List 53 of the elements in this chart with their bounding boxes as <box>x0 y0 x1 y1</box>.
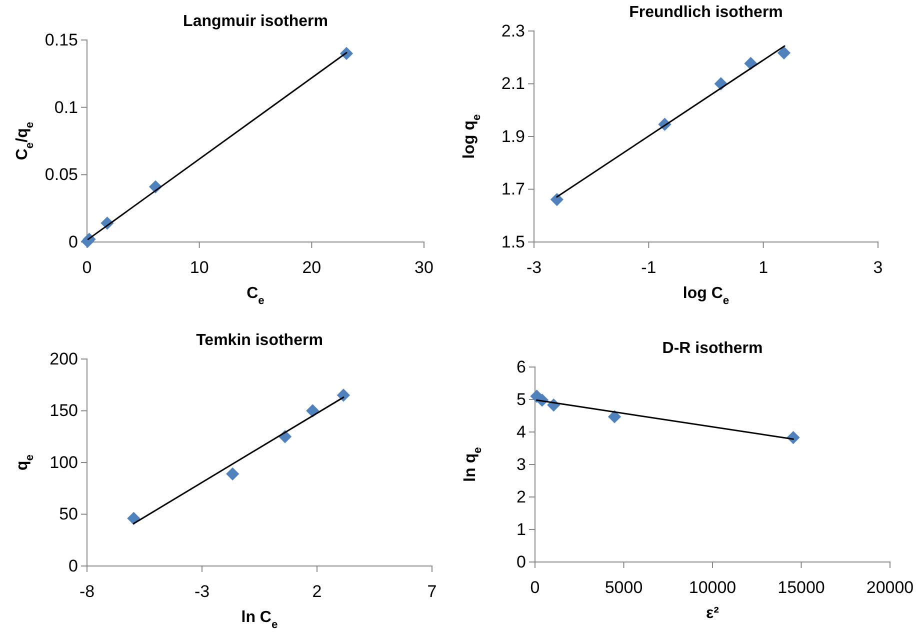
x-tick-label: 0 <box>82 258 92 278</box>
chart-title: D-R isotherm <box>662 340 763 357</box>
chart-title: Temkin isotherm <box>196 332 323 349</box>
x-axis-title: ε² <box>706 605 719 622</box>
y-tick-label: 2.3 <box>501 21 525 40</box>
y-tick-label: 150 <box>50 401 78 420</box>
x-axis-title: ln C$_{e}$ <box>241 609 278 631</box>
y-tick-label: 0 <box>68 232 78 252</box>
y-tick-label: 5 <box>516 390 526 409</box>
y-tick-label: 0.15 <box>44 30 78 50</box>
y-tick-label: 200 <box>50 349 78 368</box>
point <box>550 192 564 206</box>
x-tick-label: 3 <box>873 258 883 278</box>
y-tick-label: 0.1 <box>54 98 78 117</box>
x-tick-label: 10000 <box>688 578 736 598</box>
x-tick-label: 20 <box>302 258 322 278</box>
point <box>608 410 622 424</box>
point <box>306 404 320 418</box>
x-tick-label: 10 <box>190 258 209 278</box>
y-tick-label: 2 <box>516 487 526 506</box>
x-axis-title: C$_{e}$ <box>246 285 264 307</box>
y-tick-label: 2.1 <box>501 74 525 94</box>
y-tick-label: 0 <box>516 552 526 572</box>
y-tick-label: 1.7 <box>501 180 525 199</box>
point <box>127 512 140 525</box>
y-tick-label: 50 <box>59 504 78 524</box>
y-tick-label: 100 <box>50 452 78 472</box>
y-tick-label: 1.5 <box>501 232 525 252</box>
x-axis-title: log C$_{e}$ <box>682 285 730 307</box>
x-tick-label: 30 <box>414 258 434 278</box>
y-tick-label: 4 <box>516 422 526 442</box>
x-tick-label: 5000 <box>604 578 643 598</box>
y-tick-label: 1.9 <box>501 126 525 146</box>
x-tick-label: 2 <box>312 582 322 602</box>
x-tick-label: 1 <box>758 258 768 278</box>
y-tick-label: 0.05 <box>44 165 78 184</box>
x-tick-label: 15000 <box>778 578 825 598</box>
point <box>777 46 791 60</box>
x-tick-label: 20000 <box>866 578 914 598</box>
x-tick-label: -3 <box>194 582 210 602</box>
point <box>226 467 240 480</box>
x-tick-label: -8 <box>79 582 95 602</box>
x-tick-label: 7 <box>427 582 437 602</box>
y-tick-label: 3 <box>516 454 526 474</box>
x-tick-label: -1 <box>641 258 656 278</box>
x-tick-label: 0 <box>530 578 540 598</box>
chart-title: Langmuir isotherm <box>183 13 328 30</box>
x-tick-label: -3 <box>526 258 542 278</box>
chart-title: Freundlich isotherm <box>629 4 783 21</box>
y-tick-label: 0 <box>68 556 78 576</box>
y-tick-label: 6 <box>516 357 526 376</box>
point <box>336 388 350 402</box>
y-tick-label: 1 <box>516 520 526 539</box>
